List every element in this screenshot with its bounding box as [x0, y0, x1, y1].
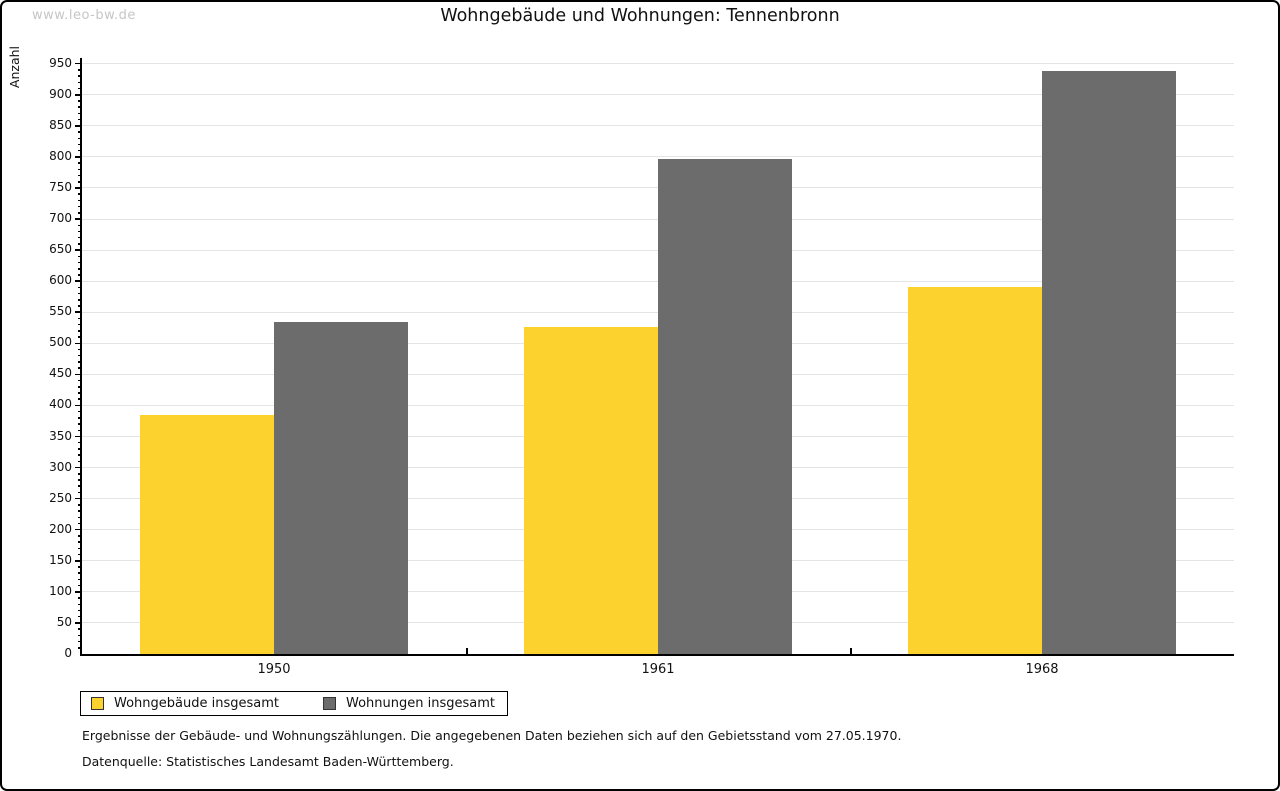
y-tick-major [75, 156, 82, 158]
y-tick-label: 50 [56, 614, 72, 629]
y-tick-major [75, 125, 82, 127]
x-tick-label: 1950 [257, 662, 291, 677]
y-tick-label: 450 [49, 366, 72, 381]
y-tick-label: 250 [49, 490, 72, 505]
footnote-gebietsstand: Ergebnisse der Gebäude- und Wohnungszähl… [82, 728, 902, 743]
x-axis-line [80, 654, 1234, 656]
y-tick-major [75, 560, 82, 562]
gridline [82, 94, 1234, 96]
gridline [82, 156, 1234, 158]
page-title: Wohngebäude und Wohnungen: Tennenbronn [440, 6, 840, 26]
y-tick-label: 800 [49, 148, 72, 163]
y-tick-label: 100 [49, 583, 72, 598]
y-tick-label: 400 [49, 397, 72, 412]
y-tick-major [75, 62, 82, 65]
legend-item: Wohnungen insgesamt [323, 696, 495, 711]
y-tick-label: 950 [49, 55, 72, 70]
y-tick-major [75, 249, 82, 251]
gridline [82, 125, 1234, 127]
y-tick-major [75, 435, 82, 438]
y-tick-label: 500 [49, 335, 72, 350]
y-tick-label: 200 [49, 521, 72, 536]
y-tick-major [75, 218, 82, 220]
x-tick-label: 1961 [641, 662, 675, 677]
y-tick-label: 550 [49, 304, 72, 319]
y-tick-label: 300 [49, 459, 72, 474]
y-tick-label: 600 [49, 273, 72, 288]
x-tick-label: 1968 [1025, 662, 1059, 677]
y-tick-label: 0 [64, 646, 72, 660]
category-boundary-tick [466, 648, 468, 654]
category-boundary-tick [850, 648, 852, 654]
legend-label: Wohnungen insgesamt [346, 696, 495, 711]
y-tick-major [75, 466, 82, 469]
y-tick-major [75, 280, 82, 282]
bar-1950-series0 [140, 414, 274, 654]
bar-1961-series1 [658, 158, 792, 654]
y-tick-major [75, 187, 82, 189]
y-tick-major [75, 591, 82, 593]
legend-swatch-wohngebaeude [91, 697, 104, 710]
legend-label: Wohngebäude insgesamt [114, 696, 279, 711]
y-tick-label: 700 [49, 211, 72, 226]
y-axis-line [80, 58, 82, 656]
bar-1968-series1 [1042, 71, 1176, 654]
watermark: www.leo-bw.de [32, 8, 136, 23]
y-tick-label: 650 [49, 242, 72, 257]
bar-1961-series0 [524, 327, 658, 654]
y-tick-label: 350 [49, 428, 72, 443]
y-tick-label: 150 [49, 552, 72, 567]
bar-1968-series0 [908, 287, 1042, 654]
y-tick-major [75, 342, 82, 345]
y-tick-label: 750 [49, 179, 72, 194]
y-tick-major [75, 497, 82, 500]
y-tick-label: 850 [49, 117, 72, 132]
y-tick-major [75, 528, 82, 531]
y-tick-label: 900 [49, 86, 72, 101]
footnote-datenquelle: Datenquelle: Statistisches Landesamt Bad… [82, 754, 454, 769]
y-tick-major [75, 311, 82, 313]
y-tick-major [75, 94, 82, 96]
bar-1950-series1 [274, 321, 408, 654]
y-tick-major [75, 404, 82, 407]
legend-item: Wohngebäude insgesamt [91, 696, 279, 711]
y-tick-major [75, 622, 82, 624]
legend-swatch-wohnungen [323, 697, 336, 710]
legend: Wohngebäude insgesamt Wohnungen insgesam… [80, 691, 508, 716]
y-tick-major [75, 373, 82, 376]
gridline [82, 63, 1234, 65]
